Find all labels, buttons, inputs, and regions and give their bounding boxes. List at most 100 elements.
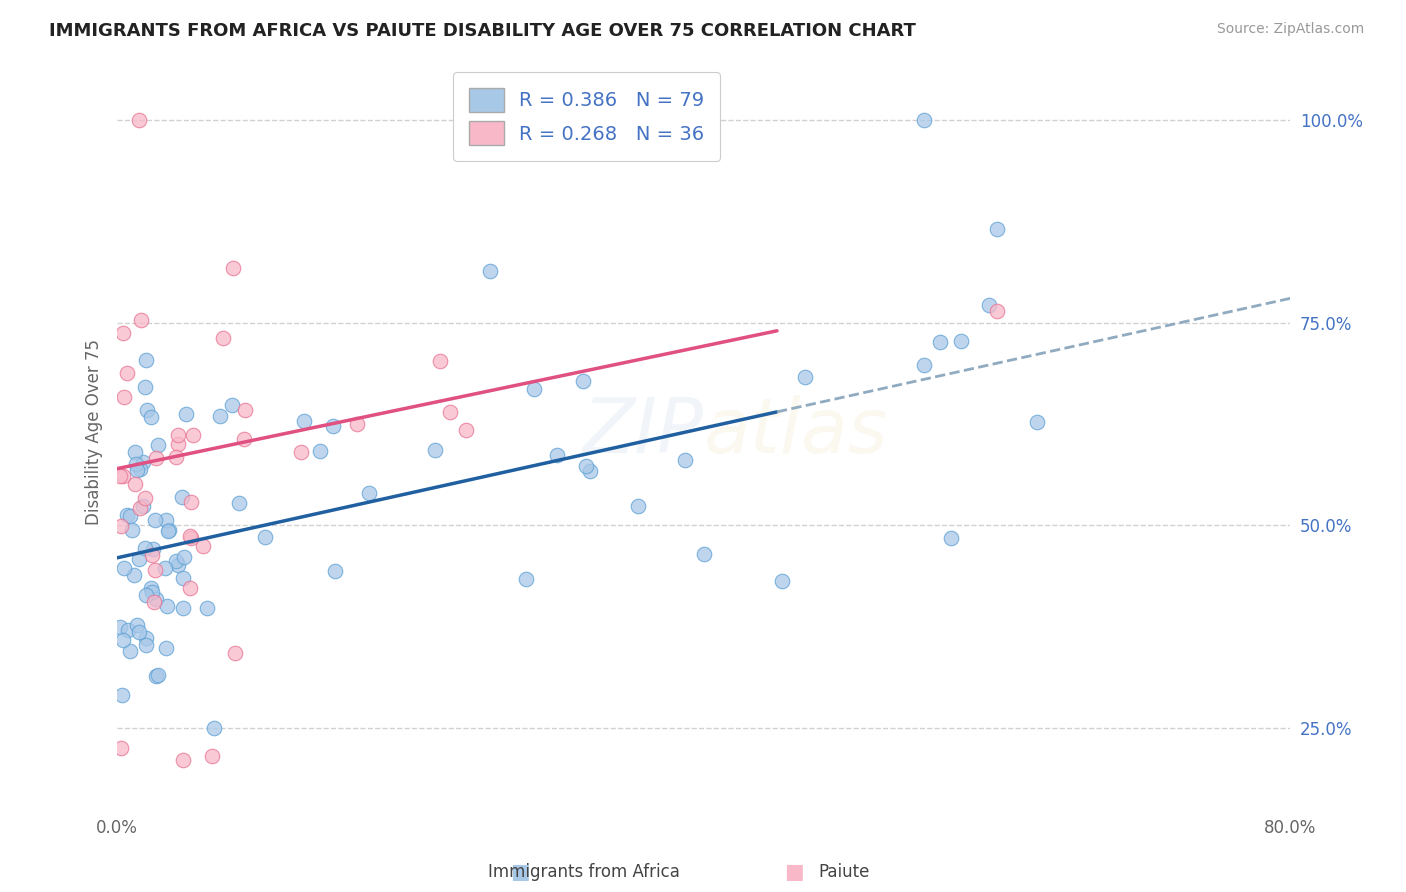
Point bbox=[141, 548, 163, 562]
Point bbox=[209, 409, 232, 423]
Point bbox=[929, 335, 952, 350]
Point bbox=[523, 382, 546, 396]
Point bbox=[941, 531, 963, 545]
Point bbox=[179, 581, 201, 595]
Point bbox=[110, 518, 132, 533]
Point bbox=[108, 469, 131, 483]
Point bbox=[346, 417, 368, 431]
Point bbox=[174, 407, 197, 421]
Point bbox=[322, 419, 344, 434]
Point bbox=[135, 352, 157, 367]
Point bbox=[153, 561, 176, 575]
Point bbox=[627, 500, 650, 514]
Point bbox=[912, 113, 935, 128]
Point bbox=[145, 451, 167, 466]
Point bbox=[986, 303, 1008, 318]
Point bbox=[125, 458, 148, 472]
Text: ■: ■ bbox=[510, 863, 530, 882]
Point bbox=[167, 436, 190, 450]
Point bbox=[112, 390, 135, 404]
Point bbox=[172, 601, 194, 615]
Point bbox=[131, 313, 153, 327]
Point bbox=[181, 428, 204, 442]
Point bbox=[111, 688, 134, 702]
Point bbox=[124, 477, 146, 491]
Point bbox=[124, 445, 146, 459]
Point bbox=[139, 581, 162, 595]
Point bbox=[120, 508, 142, 523]
Point bbox=[165, 554, 187, 568]
Point bbox=[290, 445, 312, 459]
Point bbox=[112, 561, 135, 575]
Point bbox=[429, 354, 451, 368]
Point bbox=[454, 423, 477, 437]
Point bbox=[986, 221, 1008, 235]
Text: Immigrants from Africa: Immigrants from Africa bbox=[488, 863, 679, 881]
Point bbox=[949, 334, 972, 348]
Point bbox=[148, 438, 170, 452]
Point bbox=[128, 625, 150, 640]
Text: atlas: atlas bbox=[703, 395, 889, 469]
Point bbox=[134, 541, 156, 555]
Point bbox=[135, 638, 157, 652]
Point bbox=[180, 495, 202, 509]
Point bbox=[172, 571, 194, 585]
Point bbox=[167, 558, 190, 573]
Point bbox=[212, 331, 235, 345]
Point bbox=[546, 448, 568, 462]
Point bbox=[142, 595, 165, 609]
Point bbox=[127, 618, 149, 632]
Point bbox=[141, 584, 163, 599]
Text: Paiute: Paiute bbox=[818, 863, 869, 881]
Point bbox=[167, 428, 190, 442]
Point bbox=[117, 623, 139, 637]
Point bbox=[124, 567, 146, 582]
Y-axis label: Disability Age Over 75: Disability Age Over 75 bbox=[86, 339, 103, 525]
Point bbox=[110, 620, 132, 634]
Point bbox=[110, 740, 132, 755]
Text: ZIP: ZIP bbox=[583, 395, 703, 469]
Point bbox=[912, 358, 935, 372]
Point bbox=[165, 450, 187, 465]
Point bbox=[233, 403, 256, 417]
Point bbox=[693, 547, 716, 561]
Point bbox=[155, 640, 177, 655]
Point bbox=[129, 462, 152, 476]
Point bbox=[233, 432, 256, 446]
Point bbox=[120, 644, 142, 658]
Point bbox=[156, 599, 179, 614]
Point bbox=[157, 524, 180, 538]
Point bbox=[135, 403, 157, 417]
Point bbox=[134, 491, 156, 506]
Point bbox=[173, 549, 195, 564]
Text: Source: ZipAtlas.com: Source: ZipAtlas.com bbox=[1216, 22, 1364, 37]
Point bbox=[195, 601, 218, 615]
Point bbox=[221, 261, 243, 276]
Legend: R = 0.386   N = 79, R = 0.268   N = 36: R = 0.386 N = 79, R = 0.268 N = 36 bbox=[453, 72, 720, 161]
Point bbox=[224, 646, 246, 660]
Point bbox=[794, 370, 817, 384]
Point bbox=[228, 496, 250, 510]
Point bbox=[146, 667, 169, 681]
Point bbox=[115, 366, 138, 380]
Point bbox=[142, 542, 165, 557]
Point bbox=[135, 631, 157, 645]
Point bbox=[439, 405, 461, 419]
Point bbox=[121, 523, 143, 537]
Point bbox=[294, 414, 316, 428]
Point bbox=[128, 500, 150, 515]
Point bbox=[172, 754, 194, 768]
Point bbox=[254, 530, 277, 544]
Point bbox=[202, 721, 225, 735]
Point bbox=[193, 539, 215, 553]
Point bbox=[128, 113, 150, 128]
Point bbox=[111, 468, 134, 483]
Point bbox=[132, 500, 155, 514]
Point bbox=[132, 455, 155, 469]
Point bbox=[157, 524, 180, 539]
Point bbox=[1025, 415, 1047, 429]
Point bbox=[673, 453, 696, 467]
Point bbox=[143, 512, 166, 526]
Point bbox=[125, 463, 148, 477]
Point bbox=[179, 529, 201, 543]
